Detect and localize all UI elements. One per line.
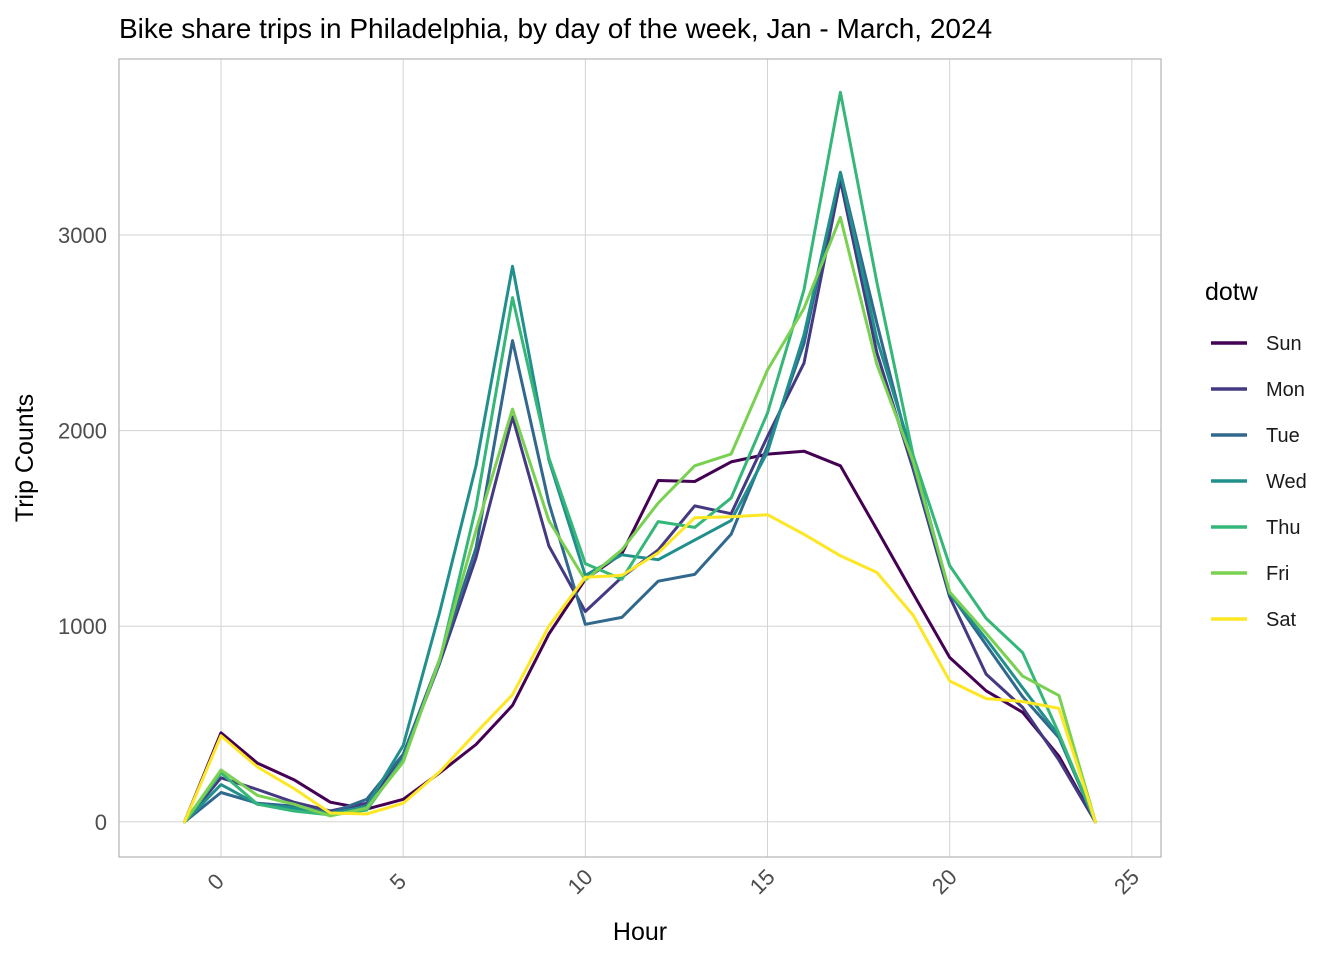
series-line-wed [183,170,1097,824]
legend-label-mon: Mon [1266,379,1305,401]
series-layer [183,90,1097,824]
series-line-tue [183,170,1097,824]
x-tick-label: 5 [385,869,411,895]
series-line-mon [183,178,1097,824]
x-tick-label: 15 [745,864,780,899]
legend-label-sat: Sat [1266,609,1296,631]
legend-label-wed: Wed [1266,471,1307,493]
y-axis-title: Trip Counts [11,394,39,522]
legend-title: dotw [1205,278,1259,306]
series-line-sun [183,449,1097,824]
y-tick-label: 2000 [58,419,107,444]
series-line-sat [183,513,1097,824]
series-line-thu [183,90,1097,824]
x-tick-label: 10 [563,864,598,899]
x-tick-label: 0 [203,869,229,895]
grid-layer [119,59,1161,857]
legend-items: Sun Mon Tue Wed Thu Fri Sat [1211,333,1307,631]
chart-title: Bike share trips in Philadelphia, by day… [119,13,992,44]
legend-label-tue: Tue [1266,425,1300,447]
y-tick-label: 3000 [58,223,107,248]
legend: dotw Sun Mon Tue Wed Thu Fri Sat [1205,278,1307,631]
plot-panel [118,58,1162,858]
x-tick-label: 25 [1109,864,1144,899]
legend-label-sun: Sun [1266,333,1302,355]
y-tick-label: 0 [95,810,107,835]
y-tick-label: 1000 [58,614,107,639]
legend-label-thu: Thu [1266,517,1300,539]
x-tick-label: 20 [927,864,962,899]
x-axis-title: Hour [613,918,667,946]
legend-label-fri: Fri [1266,563,1289,585]
